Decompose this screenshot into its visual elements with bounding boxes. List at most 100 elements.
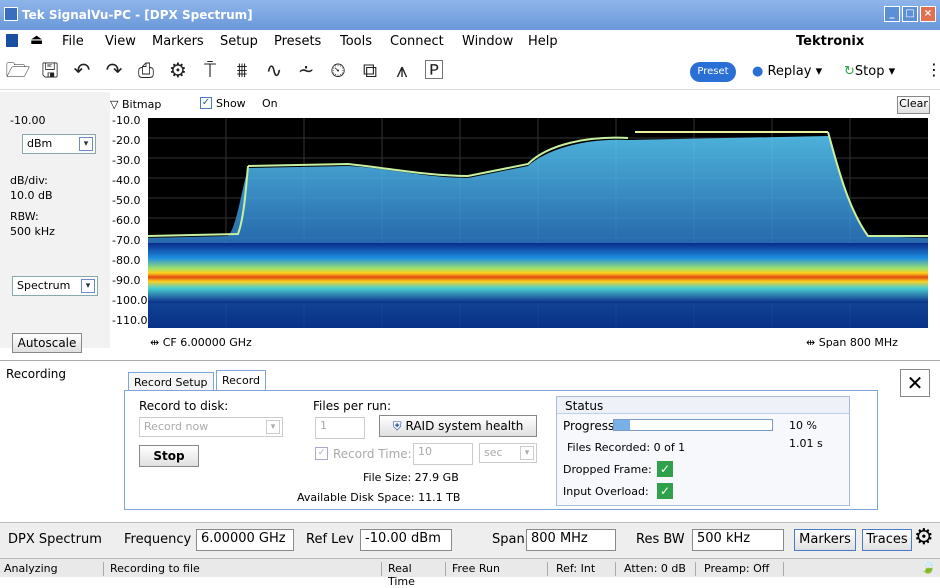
print-icon[interactable]: ⎙ [138, 58, 154, 82]
span-indicator[interactable]: ⇹ Span 800 MHz [806, 336, 898, 349]
clear-button[interactable]: Clear [897, 96, 930, 114]
db-div-value[interactable]: 10.0 dB [10, 189, 53, 202]
center-frequency-label[interactable]: ⇹ CF 6.00000 GHz [150, 336, 252, 349]
record-to-disk-label: Record to disk: [139, 399, 229, 413]
progress-label: Progress [563, 419, 615, 433]
spectrum-icon[interactable]: ⩩ [236, 58, 248, 82]
y-tick: -80.0 [112, 254, 141, 267]
close-window-button[interactable]: × [920, 6, 936, 22]
dpx-icon[interactable]: ⩪ [297, 58, 315, 82]
status-trigger[interactable]: Free Run [452, 562, 548, 576]
menu-window[interactable]: Window [462, 34, 514, 49]
presets-p-icon[interactable]: 🄿 [424, 58, 444, 82]
show-checkbox[interactable]: ✓ [200, 97, 212, 109]
stop-button[interactable]: Stop [139, 445, 199, 467]
progress-fill [614, 420, 630, 430]
progress-time: 1.01 s [789, 437, 823, 450]
settings-gear-icon[interactable]: ⚙ [914, 525, 934, 550]
measurement-name: DPX Spectrum [8, 532, 102, 547]
menu-connect[interactable]: Connect [390, 34, 444, 49]
chevron-down-icon: ▾ [79, 137, 93, 151]
rbw-value[interactable]: 500 kHz [10, 225, 55, 238]
mode-dropdown[interactable]: Spectrum ▾ [12, 276, 98, 296]
record-icon[interactable]: ⧉ [362, 58, 378, 82]
tab-record-setup[interactable]: Record Setup [128, 372, 214, 392]
menu-presets[interactable]: Presets [274, 34, 322, 49]
y-tick: -30.0 [112, 154, 141, 167]
recording-title: Recording [6, 367, 67, 381]
app-icon [4, 7, 18, 21]
title-bar: Tek SignalVu-PC - [DPX Spectrum] _ □ × [0, 0, 940, 30]
settings-gear-icon[interactable]: ⚙ [169, 58, 187, 82]
redo-icon[interactable]: ↷ [105, 58, 123, 82]
y-tick: -90.0 [112, 274, 141, 287]
menu-setup[interactable]: Setup [220, 34, 258, 49]
menu-view[interactable]: View [105, 34, 136, 49]
tab-record[interactable]: Record [216, 370, 267, 391]
show-on-label: On [262, 97, 278, 110]
app-menu-icon[interactable] [6, 34, 18, 47]
dpx-spectrum-plot[interactable] [148, 118, 928, 328]
record-time-checkbox[interactable]: ✓ [315, 447, 328, 460]
markers-button[interactable]: Markers [794, 529, 856, 551]
more-options-icon[interactable]: ⋮ [926, 60, 940, 79]
db-div-label: dB/div: [10, 174, 48, 187]
menu-help[interactable]: Help [528, 34, 558, 49]
y-tick: -60.0 [112, 214, 141, 227]
record-time-label: Record Time: [333, 447, 412, 461]
status-preamp[interactable]: Preamp: Off [704, 562, 784, 576]
minimize-button[interactable]: _ [884, 6, 900, 22]
y-tick: -100.0 [112, 294, 148, 307]
status-real-time[interactable]: Real Time [388, 562, 446, 588]
raid-health-button[interactable]: ⛨ RAID system health [379, 415, 537, 437]
y-tick: -110.0 [112, 314, 148, 327]
file-size-label: File Size: 27.9 GB [363, 471, 459, 484]
stop-label: Stop [854, 64, 885, 79]
unit-dropdown[interactable]: dBm ▾ [22, 134, 96, 154]
frequency-input[interactable]: 6.00000 GHz [196, 529, 294, 551]
replay-dot-icon: ● [752, 64, 764, 79]
menu-tools[interactable]: Tools [340, 34, 373, 49]
undo-icon[interactable]: ↶ [73, 58, 91, 82]
record-time-unit-dropdown[interactable]: sec ▾ [479, 443, 537, 463]
maximize-button[interactable]: □ [902, 6, 918, 22]
peak-icon[interactable]: ⩚ [396, 58, 408, 82]
status-atten[interactable]: Atten: 0 dB [624, 562, 696, 576]
chevron-down-icon: ▾ [81, 279, 95, 293]
show-label: Show [216, 97, 246, 110]
close-icon[interactable]: ✕ [900, 369, 930, 397]
ref-level-input[interactable]: -10.00 dBm [360, 529, 452, 551]
replay-button[interactable]: ● Replay ▾ [752, 64, 823, 79]
trigger-icon[interactable]: ⍑ [204, 58, 216, 82]
chevron-down-icon: ▾ [266, 420, 280, 434]
status-recording: Recording to file [110, 562, 382, 576]
status-group: Status Progress 10 % 1.01 s Files Record… [556, 396, 850, 506]
open-icon[interactable]: 🗁 [5, 58, 31, 82]
left-panel: -10.00 dBm ▾ dB/div: 10.0 dB RBW: 500 kHz… [0, 92, 110, 348]
dropped-frame-check-icon: ✓ [657, 461, 673, 477]
shield-icon: ⛨ [392, 419, 402, 433]
status-ref[interactable]: Ref: Int [556, 562, 616, 576]
save-icon[interactable]: 🖫 [41, 58, 59, 82]
raid-label: RAID system health [405, 419, 524, 433]
traces-button[interactable]: Traces [862, 529, 912, 551]
preset-button[interactable]: Preset [690, 62, 736, 82]
refresh-icon: ↻ [844, 64, 855, 79]
bitmap-dropdown[interactable]: ▽ Bitmap [110, 98, 162, 111]
menu-file[interactable]: File [62, 34, 84, 49]
status-bar: Analyzing Recording to file Real Time Fr… [0, 558, 940, 588]
autoscale-button[interactable]: Autoscale [12, 333, 82, 353]
files-per-run-input[interactable]: 1 [315, 417, 365, 439]
acquire-icon[interactable]: ⏲ [330, 58, 346, 82]
parameter-bar: DPX Spectrum Frequency 6.00000 GHz Ref L… [0, 522, 940, 558]
stop-button[interactable]: ↻Stop ▾ [844, 64, 896, 79]
menu-markers[interactable]: Markers [152, 34, 204, 49]
ref-level-value[interactable]: -10.00 [10, 114, 46, 127]
res-bw-input[interactable]: 500 kHz [692, 529, 784, 551]
waveform-icon[interactable]: ∿ [265, 58, 283, 82]
record-time-input[interactable]: 10 [413, 443, 473, 465]
record-mode-dropdown[interactable]: Record now ▾ [139, 417, 283, 437]
bitmap-label: Bitmap [121, 98, 162, 111]
span-input[interactable]: 800 MHz [526, 529, 616, 551]
eject-icon[interactable]: ⏏ [30, 32, 44, 48]
